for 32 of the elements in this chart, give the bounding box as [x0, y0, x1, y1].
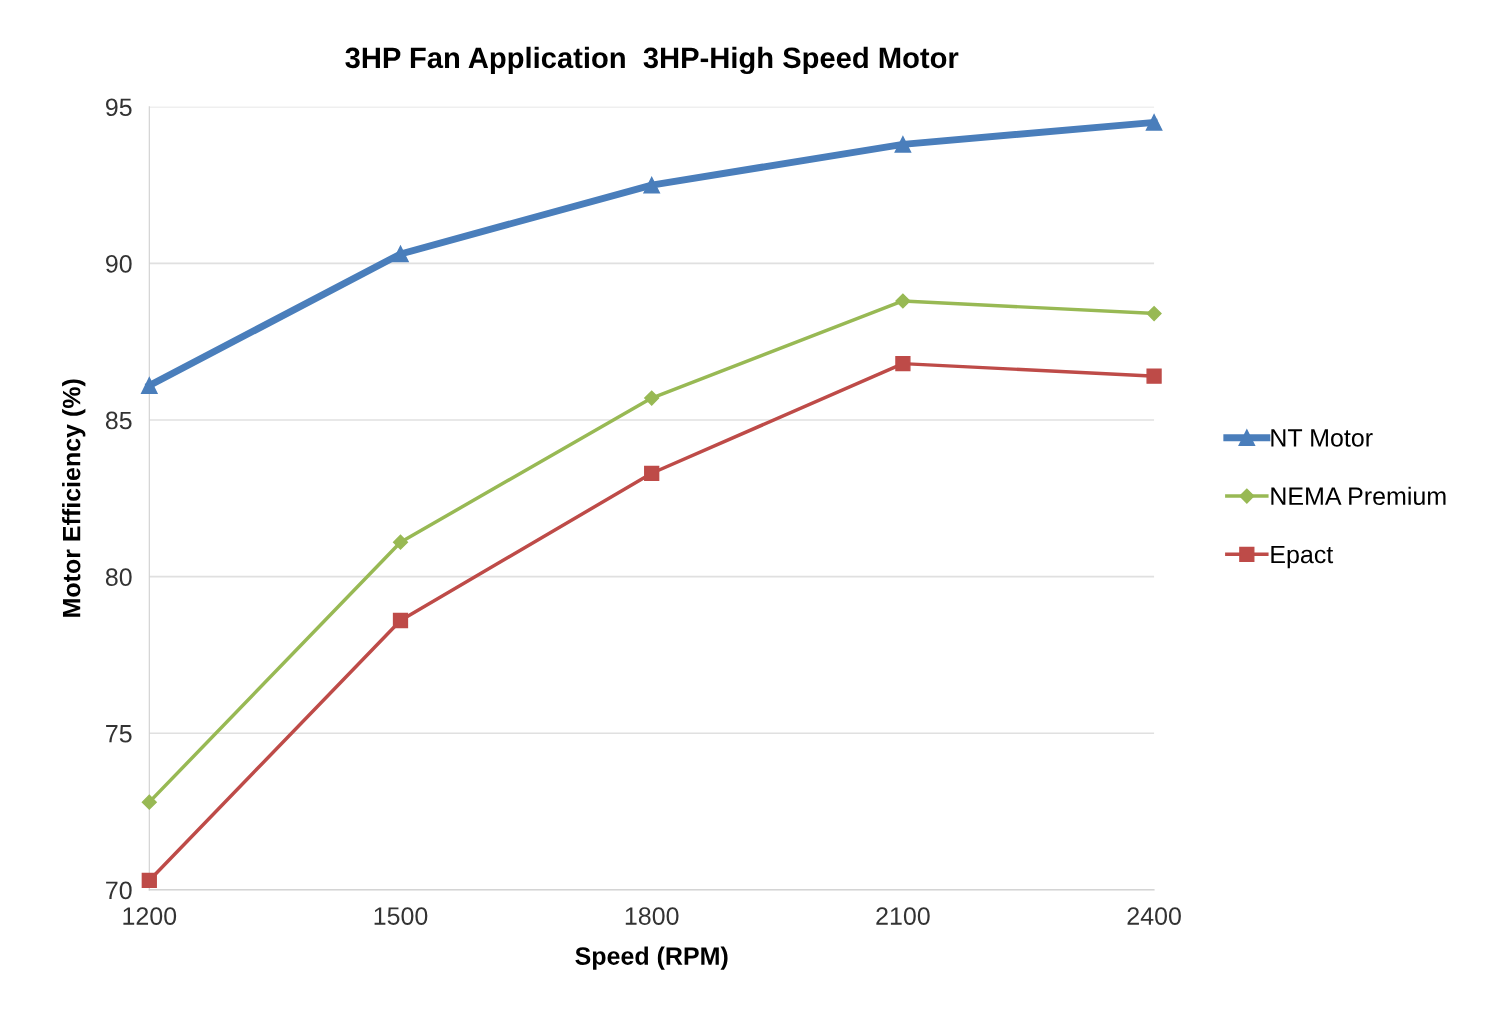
legend-label: NEMA Premium [1271, 486, 1446, 506]
x-axis-title: Speed (RPM) [575, 946, 728, 970]
point [1146, 305, 1162, 322]
y-tick-label: 95 [106, 98, 132, 117]
y-axis-title: Motor Efficiency (%) [62, 379, 86, 617]
point [140, 377, 158, 394]
point [392, 612, 409, 629]
point [1146, 368, 1162, 384]
point [895, 355, 911, 372]
point [392, 245, 409, 263]
point [141, 872, 157, 889]
point [895, 293, 911, 309]
y-tick-label: 85 [105, 411, 132, 430]
x-tick-label: 2400 [1127, 907, 1181, 925]
x-tick-label: 1500 [374, 907, 428, 925]
x-tick-label: 1800 [625, 907, 679, 925]
y-tick-label: 70 [106, 881, 132, 900]
y-tick-label: 75 [106, 725, 132, 743]
point [643, 176, 661, 194]
point [644, 465, 660, 481]
legend-label: NT Motor [1271, 429, 1373, 447]
point [1145, 114, 1163, 131]
point [392, 534, 409, 550]
point [644, 390, 660, 406]
y-tick-label: 80 [105, 568, 132, 586]
x-tick-label: 2100 [876, 907, 930, 925]
legend-label: Epact [1271, 545, 1334, 569]
chart-title: 3HP Fan Application 3HP-High Speed Motor [345, 46, 959, 75]
point [141, 794, 157, 810]
point [894, 136, 912, 153]
y-tick-label: 90 [106, 255, 132, 273]
x-tick-label: 1200 [123, 907, 177, 925]
